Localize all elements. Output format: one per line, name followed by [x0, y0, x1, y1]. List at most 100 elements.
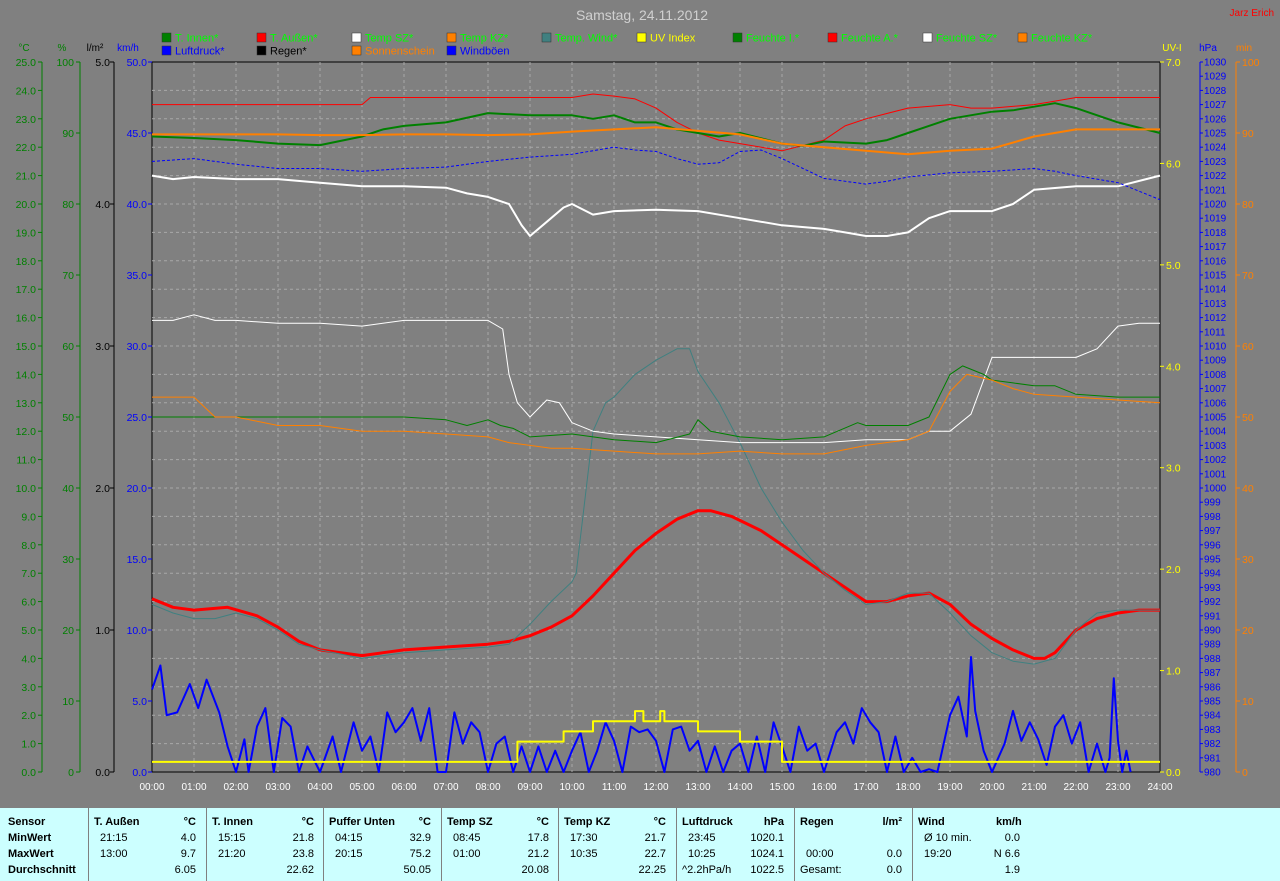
- axis-tick-label-pressure: 1026: [1204, 114, 1227, 125]
- stats-table: Sensor MinWert MaxWert Durchschnitt T. Außen…: [0, 808, 1280, 881]
- legend-label: T. Außen*: [270, 33, 318, 45]
- axis-tick-label-pressure: 983: [1204, 725, 1221, 736]
- axis-tick-label-humidity: 70: [62, 270, 74, 282]
- stats-min-value: 1020.1: [750, 832, 784, 844]
- axis-tick-label-pressure: 1012: [1204, 313, 1227, 324]
- stats-avg-value: 0.0: [886, 864, 902, 876]
- stats-row-label: Durchschnitt: [8, 864, 76, 876]
- axis-tick-label-temp: 20.0: [16, 199, 37, 211]
- axis-tick-label-wind: 40.0: [127, 199, 148, 211]
- axis-tick-label-temp: 25.0: [16, 57, 37, 69]
- axis-tick-label-temp: 14.0: [16, 369, 37, 381]
- legend-swatch: [351, 32, 362, 43]
- axis-tick-label-temp: 8.0: [21, 540, 36, 552]
- stats-max-value: 1024.1: [750, 848, 784, 860]
- axis-tick-label-pressure: 1030: [1204, 58, 1227, 69]
- x-tick-label: 15:00: [769, 782, 794, 793]
- legend-label: UV Index: [650, 33, 696, 45]
- axis-tick-label-temp: 7.0: [21, 568, 36, 580]
- legend-swatch: [446, 45, 457, 56]
- axis-tick-label-temp: 3.0: [21, 682, 36, 694]
- stats-separator: [206, 808, 207, 881]
- stats-col-unit: km/h: [996, 816, 1022, 828]
- legend-label: Feuchte KZ*: [1031, 33, 1093, 45]
- axis-tick-label-pressure: 992: [1204, 597, 1221, 608]
- axis-tick-label-pressure: 1007: [1204, 384, 1227, 395]
- axis-tick-label-pressure: 1002: [1204, 455, 1227, 466]
- axis-tick-label-minutes: 80: [1242, 199, 1254, 211]
- axis-tick-label-wind: 15.0: [127, 554, 148, 566]
- x-tick-label: 06:00: [391, 782, 416, 793]
- legend-label: Temp KZ*: [460, 33, 509, 45]
- axis-tick-label-temp: 0.0: [21, 767, 36, 779]
- axis-tick-label-pressure: 1001: [1204, 469, 1227, 480]
- stats-min-value: 21.7: [644, 832, 666, 844]
- axis-tick-label-wind: 35.0: [127, 270, 148, 282]
- axis-tick-label-pressure: 987: [1204, 668, 1221, 679]
- axis-tick-label-wind: 45.0: [127, 128, 148, 140]
- series-line: [152, 93, 1160, 152]
- legend-swatch: [446, 32, 457, 43]
- legend-label: T. Innen*: [175, 33, 219, 45]
- axis-tick-label-temp: 22.0: [16, 142, 37, 154]
- axis-tick-label-temp: 4.0: [21, 653, 36, 665]
- axis-tick-label-uv: 2.0: [1166, 564, 1181, 576]
- stats-max-time: 20:15: [335, 848, 363, 860]
- x-tick-label: 01:00: [181, 782, 206, 793]
- axis-tick-label-rain: 1.0: [95, 625, 110, 637]
- axis-tick-label-pressure: 994: [1204, 569, 1221, 580]
- axis-tick-label-pressure: 984: [1204, 711, 1221, 722]
- axis-tick-label-pressure: 1018: [1204, 228, 1227, 239]
- axis-tick-label-pressure: 988: [1204, 654, 1221, 665]
- stats-col-name: Puffer Unten: [329, 816, 395, 828]
- stats-max-value: 21.2: [527, 848, 549, 860]
- x-tick-label: 19:00: [937, 782, 962, 793]
- legend-swatch: [161, 32, 172, 43]
- axis-tick-label-temp: 6.0: [21, 597, 36, 609]
- stats-min-time: 15:15: [218, 832, 246, 844]
- stats-avg-value: 1.9: [1004, 864, 1020, 876]
- x-tick-label: 22:00: [1063, 782, 1088, 793]
- x-tick-label: 14:00: [727, 782, 752, 793]
- stats-col-name: Regen: [800, 816, 834, 828]
- axis-tick-label-pressure: 1006: [1204, 398, 1227, 409]
- plot-area: [151, 93, 1161, 773]
- stats-col-unit: °C: [183, 816, 196, 828]
- axis-tick-label-minutes: 70: [1242, 270, 1254, 282]
- chart-title: Samstag, 24.11.2012: [576, 7, 708, 23]
- axis-tick-label-wind: 50.0: [127, 57, 148, 69]
- axis-tick-label-pressure: 991: [1204, 611, 1221, 622]
- axis-tick-label-pressure: 1015: [1204, 271, 1227, 282]
- axis-tick-label-humidity: 60: [62, 341, 74, 353]
- axes: 00:00 01:00 02:00 03:00 04:00 05:00 06:00 07:00…: [16, 43, 1260, 793]
- stats-max-time: 21:20: [218, 848, 246, 860]
- axis-tick-label-humidity: 10: [62, 696, 74, 708]
- x-tick-label: 08:00: [475, 782, 500, 793]
- axis-tick-label-pressure: 986: [1204, 682, 1221, 693]
- x-tick-label: 20:00: [979, 782, 1004, 793]
- axis-tick-label-uv: 3.0: [1166, 463, 1181, 475]
- axis-tick-label-pressure: 1011: [1204, 327, 1226, 338]
- axis-tick-label-pressure: 1028: [1204, 86, 1227, 97]
- axis-tick-label-uv: 4.0: [1166, 361, 1181, 373]
- axis-tick-label-temp: 16.0: [16, 313, 37, 325]
- axis-tick-label-minutes: 50: [1242, 412, 1254, 424]
- stats-avg-value: 20.08: [521, 864, 549, 876]
- axis-tick-label-humidity: 100: [56, 57, 74, 69]
- axis-unit-uv: UV-I: [1162, 43, 1181, 54]
- axis-tick-label-minutes: 0: [1242, 767, 1248, 779]
- axis-tick-label-rain: 0.0: [95, 767, 110, 779]
- stats-separator: [794, 808, 795, 881]
- axis-tick-label-pressure: 1010: [1204, 342, 1227, 353]
- series-line: [152, 314, 1160, 444]
- axis-tick-label-minutes: 100: [1242, 57, 1260, 69]
- axis-tick-label-pressure: 1000: [1204, 484, 1227, 495]
- axis-tick-label-pressure: 995: [1204, 555, 1221, 566]
- series-line: [151, 509, 1160, 660]
- stats-col-unit: l/m²: [882, 816, 902, 828]
- axis-tick-label-temp: 15.0: [16, 341, 37, 353]
- legend-swatch: [922, 32, 933, 43]
- series-line: [152, 365, 1160, 444]
- axis-tick-label-uv: 7.0: [1166, 57, 1181, 69]
- stats-separator: [323, 808, 324, 881]
